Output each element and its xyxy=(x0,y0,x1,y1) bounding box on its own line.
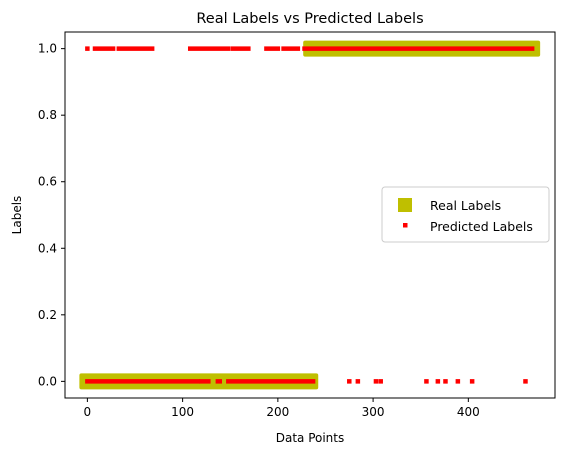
y-tick-label: 0.2 xyxy=(38,308,57,322)
predicted-label-point xyxy=(373,379,379,384)
predicted-label-point xyxy=(443,379,448,384)
legend-marker-predicted-labels xyxy=(403,223,408,228)
predicted-label-run xyxy=(199,379,211,384)
legend-box xyxy=(381,186,550,243)
y-tick-label: 0.8 xyxy=(38,108,57,122)
x-tick-label: 0 xyxy=(84,405,92,419)
predicted-label-run xyxy=(281,46,301,51)
predicted-label-run xyxy=(264,46,281,51)
y-tick-label: 0.0 xyxy=(38,374,57,388)
predicted-label-run xyxy=(85,379,201,384)
predicted-label-point xyxy=(347,379,352,384)
plot-area-frame xyxy=(64,31,556,399)
legend-marker-real-labels xyxy=(398,198,412,212)
predicted-label-run xyxy=(116,46,155,51)
predicted-label-point xyxy=(435,379,441,384)
predicted-label-point xyxy=(469,379,475,384)
y-tick-label: 1.0 xyxy=(38,42,57,56)
x-tick-label: 400 xyxy=(457,405,480,419)
x-tick-label: 100 xyxy=(171,405,194,419)
predicted-label-run xyxy=(92,46,116,51)
predicted-label-point xyxy=(523,379,528,384)
x-tick-label: 300 xyxy=(362,405,385,419)
x-tick-label: 200 xyxy=(266,405,289,419)
legend: Real Labels Predicted Labels xyxy=(381,186,550,243)
predicted-label-run xyxy=(187,46,231,51)
y-tick-label: 0.6 xyxy=(38,175,57,189)
predicted-label-point xyxy=(424,379,429,384)
y-axis: 0.0 0.2 0.4 0.6 0.8 1.0 xyxy=(38,42,65,388)
x-axis: 0 100 200 300 400 xyxy=(84,398,480,419)
predicted-label-point xyxy=(455,379,461,384)
predicted-label-point xyxy=(355,379,361,384)
y-axis-label: Labels xyxy=(10,196,24,235)
predicted-labels-series xyxy=(85,46,535,384)
predicted-label-run xyxy=(302,46,535,51)
predicted-label-run xyxy=(230,46,251,51)
y-tick-label: 0.4 xyxy=(38,241,57,255)
legend-label-real-labels: Real Labels xyxy=(430,198,501,213)
predicted-label-point xyxy=(378,379,383,384)
predicted-label-point xyxy=(85,46,90,51)
chart-title: Real Labels vs Predicted Labels xyxy=(196,11,423,27)
predicted-label-run xyxy=(226,379,316,384)
predicted-label-run xyxy=(215,379,223,384)
legend-label-predicted-labels: Predicted Labels xyxy=(430,219,533,234)
x-axis-label: Data Points xyxy=(276,431,345,445)
